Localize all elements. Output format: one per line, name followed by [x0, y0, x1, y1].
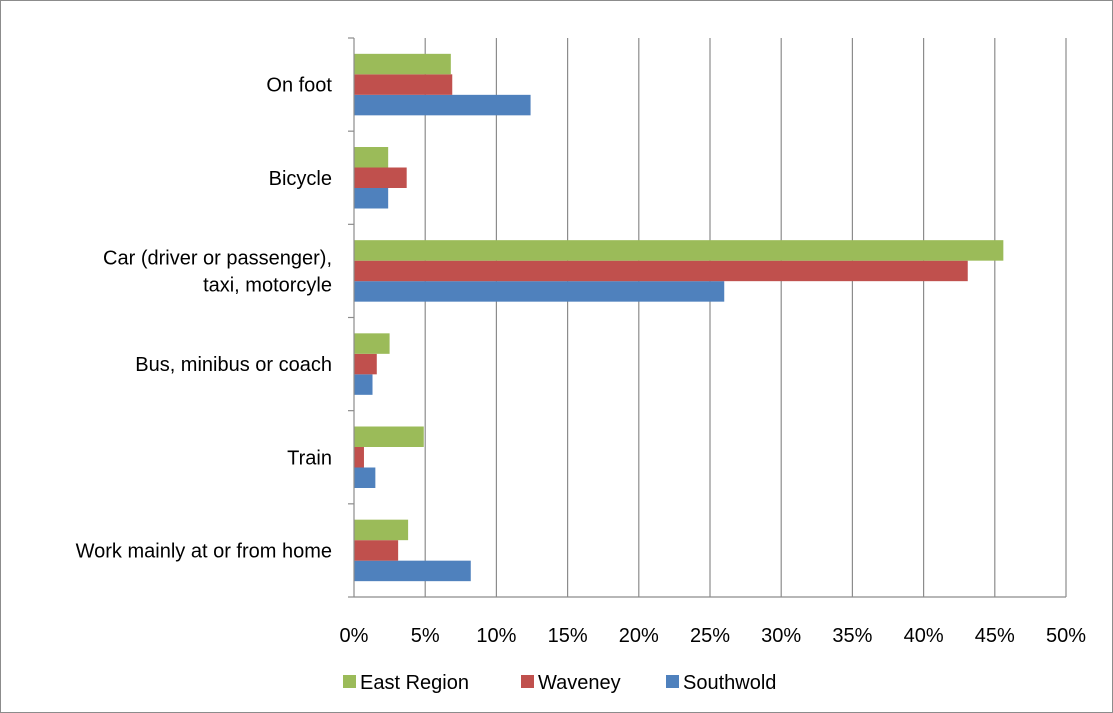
- bars: [354, 53, 1004, 582]
- legend-swatch-southwold: [666, 675, 679, 688]
- category-label-bicycle: Bicycle: [269, 168, 332, 190]
- bar-east-region-bus-minibus-or-coach: [354, 333, 390, 354]
- legend-label-east-region: East Region: [360, 672, 469, 694]
- category-label-car-driver-or-passenger-taxi-motorcyle: Car (driver or passenger), taxi, motorcyl…: [103, 247, 332, 296]
- category-label-line: Bus, minibus or coach: [135, 354, 332, 376]
- legend-label-southwold: Southwold: [683, 672, 776, 694]
- category-label-line: Work mainly at or from home: [76, 540, 332, 562]
- x-tick-label-35: 35%: [832, 625, 872, 647]
- bar-waveney-train: [354, 447, 364, 468]
- legend: East Region Waveney Southwold: [343, 672, 776, 694]
- x-tick-label-0: 0%: [340, 625, 369, 647]
- legend-swatch-east-region: [343, 675, 356, 688]
- x-tick-label-25: 25%: [690, 625, 730, 647]
- legend-swatch-waveney: [521, 675, 534, 688]
- bar-east-region-car-driver-or-passenger-taxi-motorcyle: [354, 240, 1004, 261]
- category-label-line: Train: [287, 447, 332, 469]
- category-labels: Work mainly at or from home Train Bus, min…: [76, 75, 333, 563]
- bar-southwold-on-foot: [354, 94, 531, 116]
- x-tick-label-15: 15%: [548, 625, 588, 647]
- gridlines: [424, 38, 1067, 597]
- x-tick-label-45: 45%: [975, 625, 1015, 647]
- bar-southwold-bicycle: [354, 188, 389, 209]
- x-tick-label-20: 20%: [619, 625, 659, 647]
- x-tick-label-10: 10%: [476, 625, 516, 647]
- bar-southwold-car-driver-or-passenger-taxi-motorcyle: [354, 281, 725, 302]
- category-label-bus-minibus-or-coach: Bus, minibus or coach: [135, 354, 332, 376]
- bar-waveney-work-mainly-at-or-from-home: [354, 540, 399, 561]
- bar-southwold-bus-minibus-or-coach: [354, 374, 373, 395]
- bar-east-region-work-mainly-at-or-from-home: [354, 519, 409, 541]
- category-label-line: Car (driver or passenger),: [103, 247, 332, 269]
- x-tick-label-50: 50%: [1046, 625, 1086, 647]
- legend-label-waveney: Waveney: [538, 672, 621, 694]
- axes: [348, 37, 1066, 598]
- bar-waveney-on-foot: [354, 74, 453, 95]
- bar-southwold-train: [354, 467, 376, 488]
- category-label-on-foot: On foot: [266, 75, 332, 97]
- category-label-line: taxi, motorcyle: [203, 274, 332, 296]
- bar-east-region-bicycle: [354, 147, 389, 168]
- bar-east-region-train: [354, 426, 424, 447]
- x-tick-labels: 0% 5% 10% 15% 20% 25% 30% 35% 40% 45% 50%: [340, 625, 1087, 647]
- bar-waveney-bicycle: [354, 167, 407, 188]
- bar-waveney-car-driver-or-passenger-taxi-motorcyle: [354, 260, 968, 282]
- bar-waveney-bus-minibus-or-coach: [354, 353, 377, 375]
- x-tick-label-30: 30%: [761, 625, 801, 647]
- category-label-line: Bicycle: [269, 168, 332, 190]
- category-label-work-mainly-at-or-from-home: Work mainly at or from home: [76, 540, 332, 562]
- bar-southwold-work-mainly-at-or-from-home: [354, 560, 471, 582]
- category-label-line: On foot: [266, 75, 332, 97]
- x-tick-label-5: 5%: [411, 625, 440, 647]
- category-label-train: Train: [287, 447, 332, 469]
- bar-east-region-on-foot: [354, 53, 451, 75]
- x-tick-label-40: 40%: [904, 625, 944, 647]
